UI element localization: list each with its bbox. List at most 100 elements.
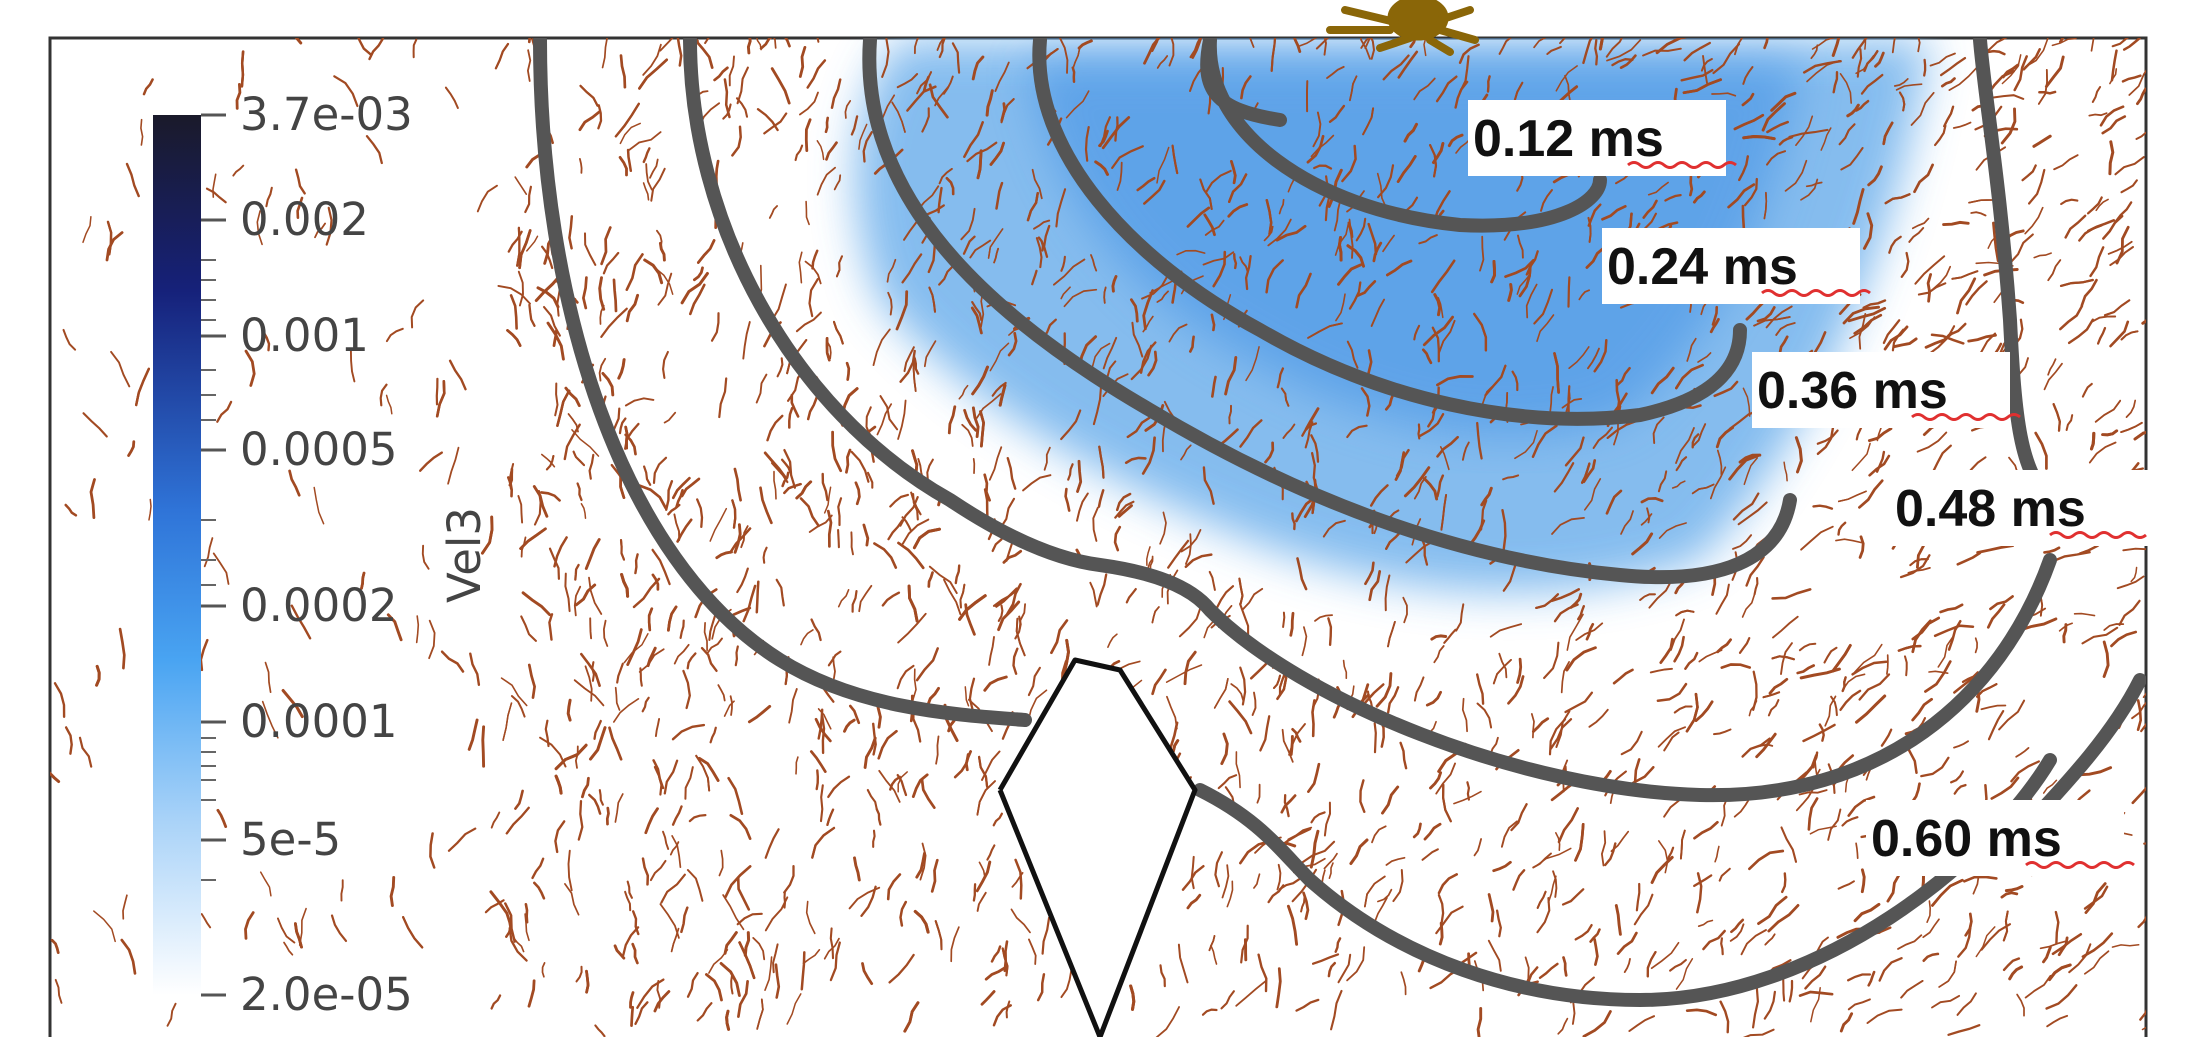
fiber	[951, 42, 961, 74]
fiber	[1841, 816, 1859, 827]
fiber	[829, 927, 835, 960]
fiber	[541, 962, 546, 978]
fiber	[1516, 273, 1532, 295]
fiber	[1412, 822, 1422, 839]
fiber	[385, 327, 404, 343]
svg-text:0.60 ms: 0.60 ms	[1871, 810, 2062, 868]
fiber	[1487, 939, 1502, 972]
fiber	[622, 926, 640, 957]
fiber	[2001, 63, 2020, 79]
fiber	[584, 232, 597, 266]
fiber	[240, 50, 245, 88]
fiber	[444, 86, 459, 109]
fiber	[816, 140, 825, 161]
fiber	[697, 239, 716, 264]
fiber	[2099, 105, 2125, 127]
fiber	[2037, 69, 2048, 105]
fiber	[1875, 450, 1886, 473]
fiber	[2090, 431, 2096, 451]
fiber	[897, 612, 927, 644]
fiber	[1858, 535, 1865, 559]
fiber	[1762, 691, 1781, 699]
fiber	[1055, 188, 1067, 228]
fiber	[1686, 337, 1697, 362]
fiber	[1050, 619, 1069, 655]
fiber	[860, 885, 877, 917]
fiber	[1423, 477, 1439, 501]
fiber	[1235, 979, 1267, 1007]
fiber	[1631, 532, 1654, 556]
fiber	[518, 229, 532, 270]
fiber	[845, 361, 851, 381]
fiber	[440, 650, 465, 673]
fiber	[50, 771, 61, 783]
fiber	[1203, 213, 1216, 237]
fiber	[771, 283, 787, 321]
fiber	[526, 235, 539, 252]
fiber	[1656, 682, 1688, 702]
fiber	[1129, 984, 1136, 1011]
fiber	[1364, 38, 1371, 49]
fiber	[897, 399, 907, 440]
fiber	[1484, 364, 1507, 397]
fiber	[1709, 318, 1720, 334]
fiber	[1022, 474, 1052, 492]
fiber	[1012, 647, 1019, 675]
fiber	[2084, 882, 2107, 914]
fiber	[1510, 803, 1528, 832]
fiber	[637, 484, 667, 510]
fiber	[1853, 313, 1883, 335]
fiber	[1479, 235, 1485, 272]
fiber	[1000, 98, 1015, 124]
fiber	[774, 963, 781, 999]
fiber	[1371, 825, 1387, 844]
fiber	[995, 587, 1018, 608]
fiber	[963, 408, 978, 432]
fiber	[1620, 730, 1643, 756]
fiber	[2052, 403, 2061, 432]
fiber	[1564, 691, 1594, 714]
fiber	[1377, 888, 1393, 903]
fiber	[571, 429, 600, 457]
fiber	[524, 185, 532, 214]
fiber	[1846, 973, 1872, 982]
fiber	[700, 646, 718, 672]
fiber	[1734, 38, 1744, 56]
fiber	[2043, 546, 2061, 554]
fiber	[1772, 615, 1799, 639]
fiber	[727, 776, 744, 815]
fiber	[643, 258, 664, 285]
fiber	[1335, 293, 1346, 322]
fiber	[1186, 206, 1211, 228]
fiber	[1745, 299, 1766, 321]
fiber	[643, 465, 652, 486]
fiber	[736, 876, 751, 911]
fiber	[2120, 179, 2138, 194]
fiber	[935, 735, 940, 765]
fiber	[494, 42, 510, 70]
fiber	[2065, 414, 2074, 431]
contour-0-36ms	[862, 38, 1797, 585]
fiber	[1435, 905, 1464, 935]
svg-text:0.12 ms: 0.12 ms	[1473, 110, 1664, 168]
fiber	[947, 405, 957, 435]
fiber	[1438, 921, 1444, 946]
fiber	[531, 857, 545, 880]
fiber	[1909, 558, 1929, 567]
fiber	[963, 121, 984, 159]
fiber	[1168, 38, 1175, 67]
fiber	[2033, 252, 2052, 259]
colorbar-tick-label: 5e-5	[240, 813, 341, 866]
fiber	[1924, 660, 1952, 693]
fiber	[1259, 715, 1271, 752]
fiber	[914, 38, 920, 55]
fiber	[1757, 895, 1788, 925]
fiber	[588, 576, 603, 615]
fiber	[1413, 324, 1421, 341]
fiber	[1691, 423, 1707, 448]
fiber	[2103, 623, 2125, 631]
fiber	[618, 156, 628, 177]
fiber	[2089, 246, 2105, 278]
fiber	[1276, 863, 1282, 891]
fiber	[1346, 244, 1365, 268]
